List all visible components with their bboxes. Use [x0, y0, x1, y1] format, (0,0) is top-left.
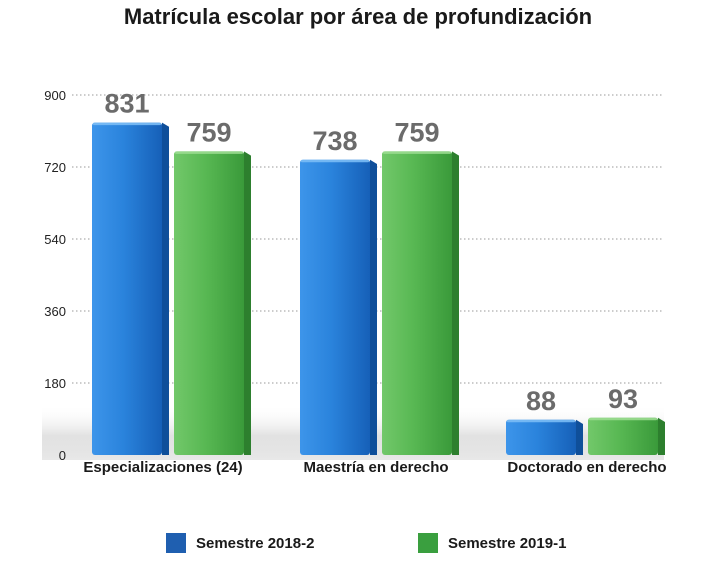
- data-label: 831: [104, 89, 149, 119]
- legend-label-series-2: Semestre 2019-1: [448, 534, 567, 552]
- bar-top-highlight: [175, 151, 243, 154]
- y-tick-label: 900: [44, 88, 66, 103]
- legend-item-series-2: Semestre 2019-1: [418, 533, 566, 553]
- bar: [506, 419, 583, 455]
- data-label: 759: [394, 117, 439, 147]
- data-label: 93: [608, 384, 638, 414]
- y-axis-ticks: 0 180 360 540 720 900: [44, 88, 66, 463]
- legend: Semestre 2018-2 Semestre 2019-1: [0, 533, 716, 557]
- y-tick-label: 180: [44, 376, 66, 391]
- bar-side: [658, 417, 665, 455]
- bar-top-highlight: [301, 159, 369, 163]
- bar-front: [382, 151, 452, 455]
- legend-swatch-series-2: [418, 533, 438, 553]
- y-tick-label: 0: [59, 448, 66, 463]
- bar: [92, 122, 169, 455]
- x-category-label: Doctorado en derecho: [507, 459, 666, 476]
- legend-swatch-series-1: [166, 533, 186, 553]
- legend-label-series-1: Semestre 2018-2: [196, 534, 315, 552]
- y-tick-label: 540: [44, 232, 66, 247]
- bar: [300, 159, 377, 456]
- bar-side: [370, 159, 377, 456]
- bar-front: [174, 151, 244, 455]
- data-label: 88: [526, 386, 556, 416]
- x-category-label: Especializaciones (24): [83, 459, 242, 476]
- x-category-label: Maestría en derecho: [303, 459, 448, 476]
- x-axis-categories: Especializaciones (24) Maestría en derech…: [83, 459, 666, 476]
- bar-front: [300, 159, 370, 456]
- bar-side: [244, 151, 251, 455]
- bar-top-highlight: [93, 122, 161, 126]
- bar-side: [162, 122, 169, 455]
- legend-item-series-1: Semestre 2018-2: [166, 533, 314, 553]
- data-label: 738: [312, 126, 357, 156]
- bar: [174, 151, 251, 455]
- bar-top-highlight: [507, 419, 575, 423]
- bar-side: [452, 151, 459, 455]
- bar: [382, 151, 459, 455]
- data-labels: 831 738 88 759 759 93: [104, 89, 638, 416]
- bar-top-highlight: [383, 151, 451, 154]
- bar-top-highlight: [589, 417, 657, 421]
- data-label: 759: [186, 117, 231, 147]
- bar-front: [588, 417, 658, 455]
- chart-title: Matrícula escolar por área de profundiza…: [123, 4, 593, 29]
- bar-front: [506, 419, 576, 455]
- y-tick-label: 360: [44, 304, 66, 319]
- bar-chart: 0 180 360 540 720 900 831 738 88 759 759 93 Especi…: [42, 88, 667, 476]
- y-tick-label: 720: [44, 160, 66, 175]
- bar: [588, 417, 665, 455]
- bar-side: [576, 419, 583, 455]
- bars: [92, 122, 665, 456]
- bar-front: [92, 122, 162, 455]
